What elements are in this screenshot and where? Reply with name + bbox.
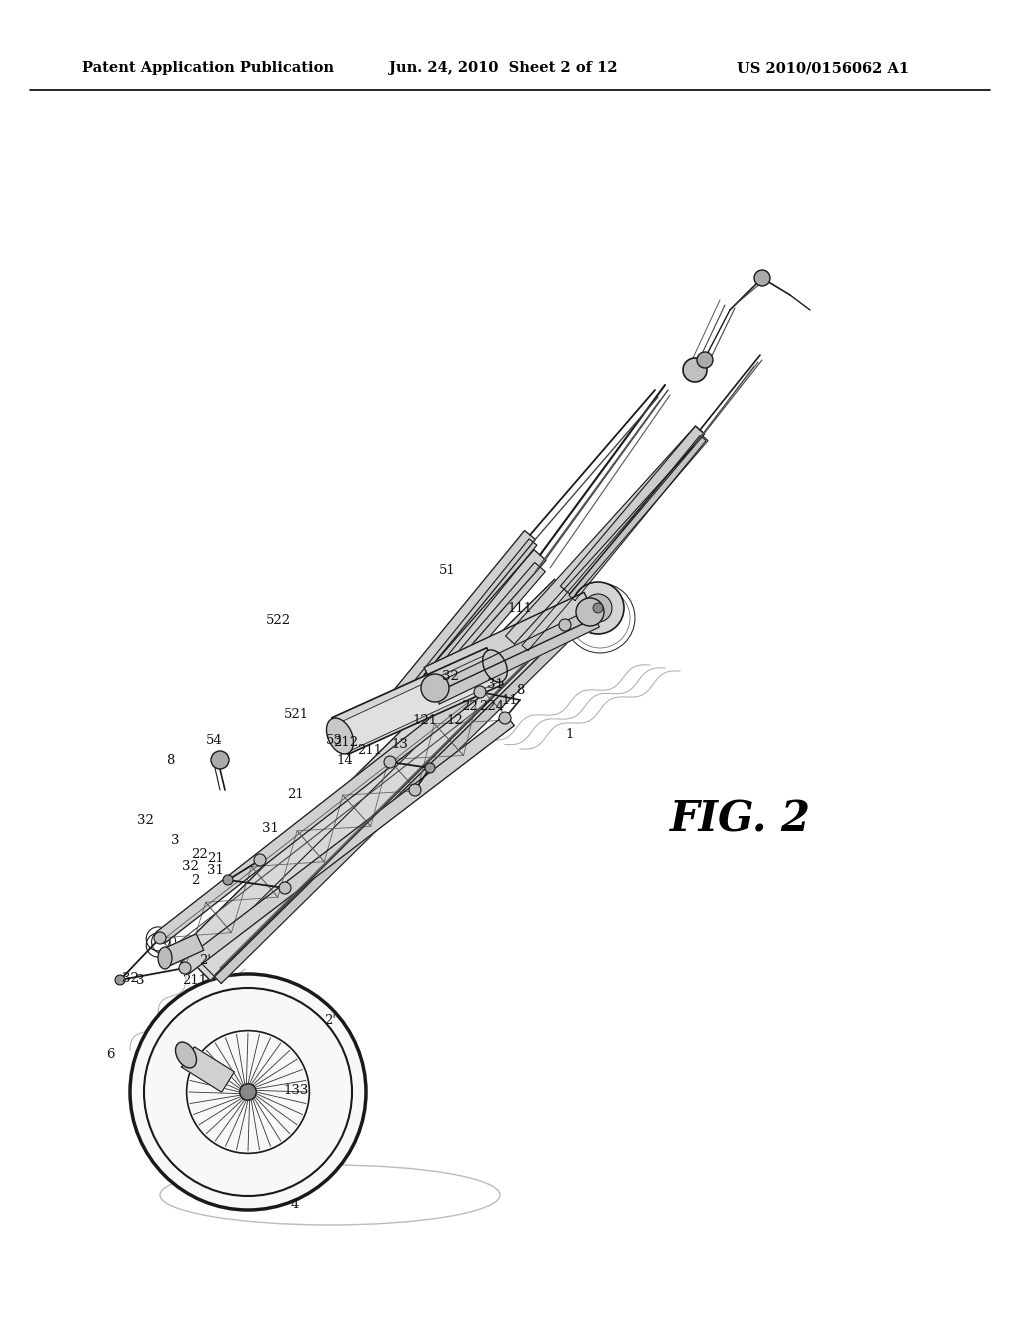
Text: 31: 31	[207, 863, 223, 876]
Circle shape	[130, 974, 366, 1210]
Text: 522: 522	[265, 614, 291, 627]
Polygon shape	[431, 609, 599, 704]
Text: 2': 2'	[199, 953, 211, 966]
Circle shape	[279, 882, 291, 894]
Polygon shape	[199, 591, 596, 983]
Circle shape	[754, 271, 770, 286]
Polygon shape	[332, 648, 503, 754]
Circle shape	[474, 686, 486, 698]
Polygon shape	[425, 562, 546, 700]
Text: 2: 2	[190, 874, 200, 887]
Text: 133: 133	[284, 1084, 308, 1097]
Text: 224: 224	[479, 700, 505, 713]
Ellipse shape	[327, 718, 353, 754]
Text: 31: 31	[486, 678, 504, 692]
Text: 6: 6	[105, 1048, 115, 1061]
Text: 21: 21	[287, 788, 303, 801]
Circle shape	[425, 763, 435, 774]
Ellipse shape	[482, 649, 507, 682]
Text: 13: 13	[391, 738, 409, 751]
Text: 211: 211	[182, 974, 208, 986]
Circle shape	[223, 875, 233, 884]
Text: 3: 3	[171, 833, 179, 846]
Polygon shape	[506, 426, 705, 644]
Circle shape	[697, 352, 713, 368]
Text: 54: 54	[206, 734, 222, 747]
Text: 111: 111	[508, 602, 532, 615]
Text: 8: 8	[516, 684, 524, 697]
Text: 31: 31	[261, 821, 279, 834]
Polygon shape	[381, 539, 537, 729]
Polygon shape	[424, 593, 596, 693]
Text: 521: 521	[284, 709, 308, 722]
Text: 32: 32	[441, 671, 459, 684]
Text: 211: 211	[357, 743, 383, 756]
Circle shape	[593, 603, 603, 612]
Text: 2': 2'	[324, 1014, 336, 1027]
Polygon shape	[336, 655, 500, 751]
Polygon shape	[156, 682, 484, 944]
Text: 32: 32	[136, 813, 154, 826]
Text: Patent Application Publication: Patent Application Publication	[82, 61, 334, 75]
Circle shape	[499, 711, 511, 723]
Polygon shape	[424, 549, 546, 685]
Text: 1: 1	[566, 729, 574, 742]
Text: 51: 51	[438, 564, 456, 577]
Circle shape	[421, 675, 449, 702]
Circle shape	[384, 756, 396, 768]
Text: 32: 32	[122, 972, 138, 985]
Text: US 2010/0156062 A1: US 2010/0156062 A1	[737, 61, 909, 75]
Circle shape	[683, 358, 707, 381]
Text: 22: 22	[462, 700, 478, 713]
Polygon shape	[181, 714, 514, 974]
Circle shape	[115, 975, 125, 985]
Text: 11: 11	[502, 693, 518, 706]
Polygon shape	[569, 436, 707, 601]
Text: 212: 212	[334, 735, 358, 748]
Text: 14: 14	[337, 754, 353, 767]
Text: FIG. 2: FIG. 2	[670, 799, 811, 841]
Ellipse shape	[158, 946, 172, 969]
Text: 8: 8	[166, 754, 174, 767]
Circle shape	[575, 598, 604, 626]
Text: 53: 53	[326, 734, 342, 747]
Circle shape	[211, 751, 229, 770]
Polygon shape	[181, 1047, 234, 1092]
Text: 21: 21	[207, 851, 223, 865]
Text: 4: 4	[291, 1199, 299, 1212]
Circle shape	[584, 594, 612, 622]
Polygon shape	[560, 426, 705, 594]
Text: 3: 3	[136, 974, 144, 986]
Text: 12: 12	[446, 714, 464, 726]
Text: Jun. 24, 2010  Sheet 2 of 12: Jun. 24, 2010 Sheet 2 of 12	[389, 61, 617, 75]
Circle shape	[179, 962, 191, 974]
Text: 32: 32	[181, 861, 199, 874]
Polygon shape	[522, 436, 708, 651]
Circle shape	[154, 932, 166, 944]
Ellipse shape	[175, 1041, 197, 1068]
Polygon shape	[179, 579, 586, 981]
Circle shape	[559, 619, 571, 631]
Circle shape	[409, 784, 421, 796]
Text: 121: 121	[413, 714, 437, 726]
Polygon shape	[375, 531, 536, 722]
Circle shape	[572, 582, 624, 634]
Text: 22: 22	[191, 847, 208, 861]
Circle shape	[254, 854, 266, 866]
Polygon shape	[161, 933, 204, 966]
Circle shape	[240, 1084, 256, 1101]
